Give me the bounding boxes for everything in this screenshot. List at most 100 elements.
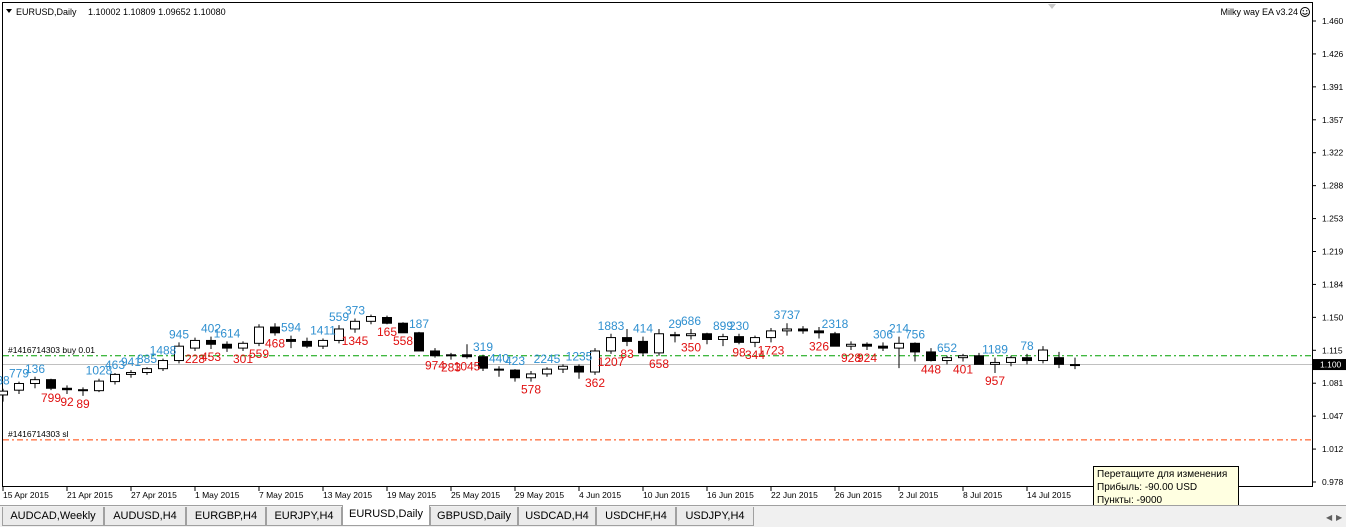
- chart-tabs-bar: AUDCAD,Weekly AUDUSD,H4 EURGBP,H4 EURJPY…: [0, 505, 1346, 527]
- time-tick-label: 21 Apr 2015: [67, 490, 113, 500]
- dropdown-triangle-icon[interactable]: [6, 9, 12, 13]
- high-label: 885: [137, 352, 157, 366]
- low-label: 957: [985, 374, 1005, 388]
- candle-up: [942, 357, 952, 362]
- price-tick-label: 1.219: [1322, 247, 1344, 257]
- high-label: 941: [121, 355, 141, 369]
- candle-up: [654, 333, 664, 354]
- time-tick-label: 4 Jun 2015: [579, 490, 621, 500]
- low-label: 350: [681, 340, 701, 354]
- high-label: 306: [873, 327, 893, 341]
- low-label: 453: [201, 350, 221, 364]
- low-label: 344: [745, 348, 765, 362]
- price-tick-label: 1.322: [1322, 148, 1344, 158]
- high-label: 779: [9, 367, 29, 381]
- low-label: 924: [857, 351, 877, 365]
- low-label: 468: [265, 337, 285, 351]
- time-tick-label: 15 Apr 2015: [3, 490, 49, 500]
- time-tick-label: 26 Jun 2015: [835, 490, 882, 500]
- price-tick-label: 1.081: [1322, 378, 1344, 388]
- time-tick-label: 27 Apr 2015: [131, 490, 177, 500]
- tab-eurgbp-h4[interactable]: EURGBP,H4: [186, 507, 266, 526]
- low-label: 89: [76, 397, 90, 411]
- low-label: 83: [620, 347, 634, 361]
- candle-up: [526, 373, 536, 379]
- high-label: 230: [729, 319, 749, 333]
- candle-down: [462, 354, 472, 358]
- candle-down: [206, 339, 216, 345]
- price-chart[interactable]: EURUSD,Daily 1.10002 1.10809 1.09652 1.1…: [0, 0, 1346, 505]
- tab-scroll-right-icon[interactable]: ▶: [1336, 513, 1343, 522]
- tab-usdchf-h4[interactable]: USDCHF,H4: [596, 507, 676, 526]
- candle-up: [334, 328, 344, 341]
- tab-gbpusd-daily[interactable]: GBPUSD,Daily: [430, 507, 518, 526]
- low-label: 1045: [454, 360, 481, 374]
- tab-usdjpy-h4[interactable]: USDJPY,H4: [676, 507, 754, 526]
- candle-up: [254, 326, 264, 344]
- high-label: 1883: [598, 319, 625, 333]
- tab-scroll-left-icon[interactable]: ◀: [1326, 513, 1333, 522]
- candle-up: [350, 320, 360, 330]
- candle-down: [1054, 357, 1064, 365]
- candle-down: [46, 379, 56, 389]
- low-label: 1723: [758, 343, 785, 357]
- time-tick-label: 8 Jul 2015: [963, 490, 1002, 500]
- high-label: 1488: [150, 344, 177, 358]
- price-axis[interactable]: 1.460 1.426 1.391 1.357 1.322 1.288 1.253 1.219…: [1312, 16, 1344, 487]
- stop-loss-label: #1416714303 sl: [8, 429, 69, 439]
- low-label: 974: [425, 359, 445, 373]
- low-label: 301: [233, 352, 253, 366]
- shift-marker-icon[interactable]: [1048, 4, 1056, 9]
- candle-down: [494, 368, 504, 371]
- ea-name: Milky way EA v3.24: [1220, 7, 1298, 17]
- high-label: 214: [889, 322, 909, 336]
- low-label: 799: [41, 391, 61, 405]
- time-tick-label: 29 May 2015: [515, 490, 564, 500]
- candle-up: [238, 342, 248, 349]
- price-tick-label: 1.115: [1322, 345, 1343, 355]
- low-label: 362: [585, 376, 605, 390]
- candle-down: [878, 345, 888, 349]
- candle-down: [302, 340, 312, 347]
- tooltip-line-1: Перетащите для изменения: [1097, 469, 1228, 480]
- high-label: 423: [505, 354, 525, 368]
- candle-up: [366, 316, 376, 322]
- candle-down: [638, 340, 648, 354]
- high-label: 373: [345, 303, 365, 317]
- high-label: 756: [905, 327, 925, 341]
- tab-audusd-h4[interactable]: AUDUSD,H4: [104, 507, 186, 526]
- candle-down: [798, 328, 808, 332]
- candle-up: [446, 354, 456, 357]
- candle-up: [894, 342, 904, 349]
- candle-up: [110, 373, 120, 383]
- low-label: 98: [732, 345, 746, 359]
- high-label: 899: [713, 319, 733, 333]
- low-label: 401: [953, 362, 973, 376]
- candle-down: [222, 343, 232, 349]
- high-label: 414: [633, 322, 653, 336]
- order-drag-tooltip: Перетащите для изменения Прибыль: -90.00…: [1093, 466, 1239, 509]
- candle-up: [750, 337, 760, 343]
- high-label: 187: [409, 317, 429, 331]
- high-label: 1189: [982, 343, 1008, 357]
- candle-down: [862, 343, 872, 347]
- high-label: 319: [473, 340, 493, 354]
- high-label: 2318: [822, 317, 849, 331]
- candle-down: [926, 351, 936, 362]
- tab-eurjpy-h4[interactable]: EURJPY,H4: [266, 507, 342, 526]
- tab-audcad-weekly[interactable]: AUDCAD,Weekly: [2, 507, 104, 526]
- high-label: 1028: [86, 364, 113, 378]
- high-label: 652: [937, 341, 957, 355]
- candle-up: [990, 361, 1000, 365]
- smiley-icon: [1300, 7, 1310, 17]
- chart-symbol: EURUSD,Daily: [16, 7, 77, 17]
- candle-up: [846, 343, 856, 347]
- price-tick-label: 1.426: [1322, 49, 1344, 59]
- tab-usdcad-h4[interactable]: USDCAD,H4: [518, 507, 596, 526]
- candle-down: [270, 326, 280, 334]
- candle-down: [398, 322, 408, 334]
- time-axis[interactable]: 15 Apr 2015 21 Apr 2015 27 Apr 2015 1 May 2…: [2, 487, 1071, 500]
- candle-down: [910, 342, 920, 353]
- tab-eurusd-daily[interactable]: EURUSD,Daily: [342, 505, 430, 526]
- tooltip-line-3: Пункты: -9000: [1097, 495, 1163, 506]
